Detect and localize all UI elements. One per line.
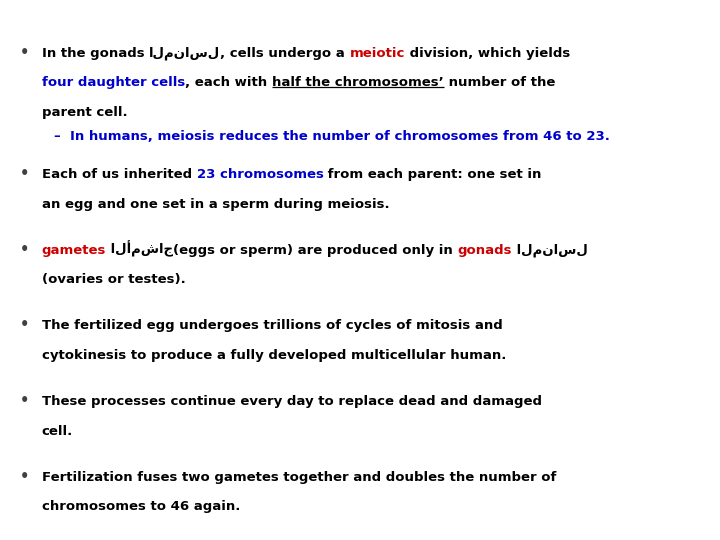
Text: , each with: , each with [185,76,271,90]
Text: cell.: cell. [42,424,73,438]
Text: gonads: gonads [458,244,512,257]
Text: These processes continue every day to replace dead and damaged: These processes continue every day to re… [42,395,541,408]
Text: (eggs or sperm) are produced only in: (eggs or sperm) are produced only in [174,244,458,257]
Text: 23 chromosomes: 23 chromosomes [197,168,323,181]
Text: المناسل: المناسل [149,46,220,60]
Text: •: • [20,242,30,257]
Text: meiotic: meiotic [350,46,405,60]
Text: Each of us inherited: Each of us inherited [42,168,197,181]
Text: parent cell.: parent cell. [42,106,127,119]
Text: gametes: gametes [42,244,106,257]
Text: Fertilization fuses two gametes together and doubles the number of: Fertilization fuses two gametes together… [42,470,556,484]
Text: •: • [20,469,30,484]
Text: from each parent: one set in: from each parent: one set in [323,168,541,181]
Text: •: • [20,166,30,181]
Text: الأمشاج: الأمشاج [106,241,174,258]
Text: chromosomes to 46 again.: chromosomes to 46 again. [42,500,240,514]
Text: •: • [20,318,30,333]
Text: division, which yields: division, which yields [405,46,570,60]
Text: four daughter cells: four daughter cells [42,76,185,90]
Text: an egg and one set in a sperm during meiosis.: an egg and one set in a sperm during mei… [42,198,390,211]
Text: •: • [20,45,30,60]
Text: (ovaries or testes).: (ovaries or testes). [42,273,186,287]
Text: half the chromosomes’: half the chromosomes’ [271,76,444,90]
Text: •: • [20,393,30,408]
Text: number of the: number of the [444,76,555,90]
Text: –  In humans, meiosis reduces the number of chromosomes from 46 to 23.: – In humans, meiosis reduces the number … [54,130,610,144]
Text: المناسل: المناسل [512,244,588,257]
Text: , cells undergo a: , cells undergo a [220,46,350,60]
Text: In the gonads: In the gonads [42,46,149,60]
Text: The fertilized egg undergoes trillions of cycles of mitosis and: The fertilized egg undergoes trillions o… [42,319,503,333]
Text: cytokinesis to produce a fully developed multicellular human.: cytokinesis to produce a fully developed… [42,349,506,362]
